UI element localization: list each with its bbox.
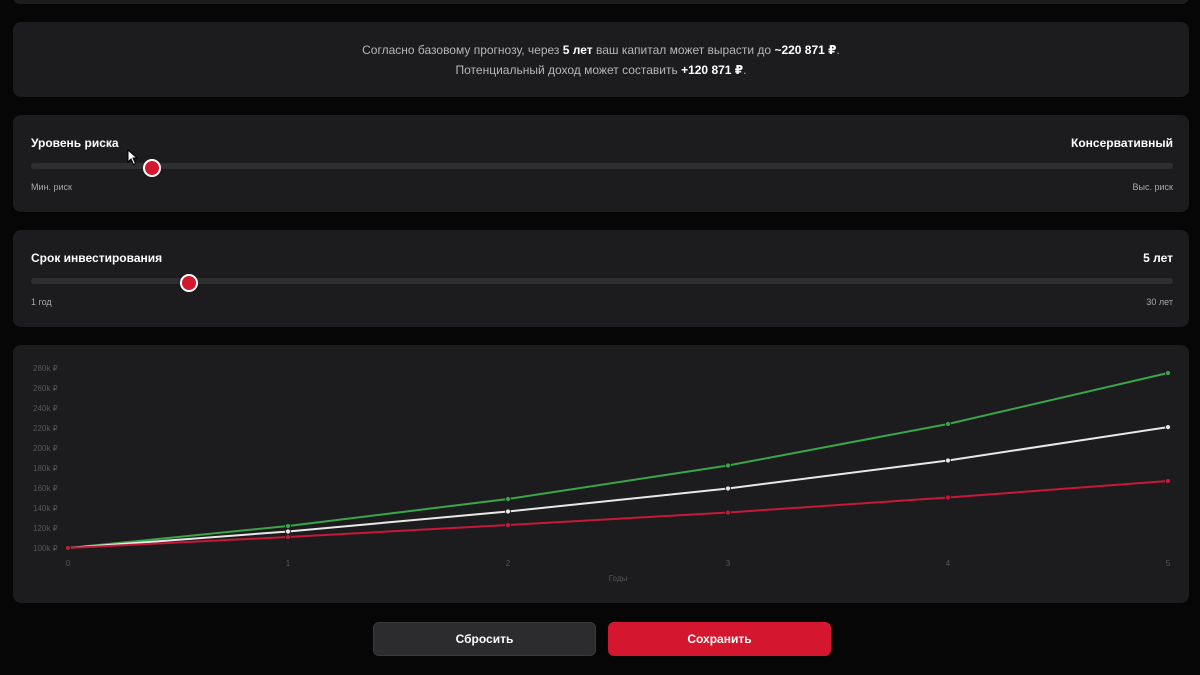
y-tick-label: 280k ₽ bbox=[33, 364, 58, 373]
reset-button[interactable]: Сбросить bbox=[373, 622, 596, 656]
y-tick-label: 100k ₽ bbox=[33, 544, 58, 553]
x-tick-label: 3 bbox=[726, 559, 731, 568]
term-min-label: 1 год bbox=[31, 297, 52, 307]
data-point-optimistic bbox=[725, 462, 731, 469]
data-point-base bbox=[1165, 424, 1171, 431]
summary-text: Потенциальный доход может составить bbox=[455, 63, 682, 77]
data-point-base bbox=[505, 508, 511, 515]
y-tick-label: 220k ₽ bbox=[33, 424, 58, 433]
series-line-optimistic bbox=[67, 372, 1169, 549]
data-point-pessimistic bbox=[1165, 478, 1171, 484]
previous-card-edge bbox=[13, 0, 1189, 4]
investment-term-value: 5 лет bbox=[1143, 251, 1173, 265]
risk-slider-track[interactable] bbox=[31, 163, 1173, 169]
summary-text: . bbox=[836, 43, 840, 57]
y-tick-label: 160k ₽ bbox=[33, 484, 58, 493]
summary-text: . bbox=[743, 63, 747, 77]
series-line-base bbox=[67, 426, 1169, 549]
data-point-pessimistic bbox=[945, 494, 951, 501]
summary-text: Согласно базовому прогнозу, через bbox=[362, 43, 563, 57]
y-tick-label: 260k ₽ bbox=[33, 384, 58, 393]
y-tick-label: 200k ₽ bbox=[33, 444, 58, 453]
growth-chart-card: 100k ₽ 120k ₽ 140k ₽ 160k ₽ 180k ₽ 200k ₽ 220k… bbox=[13, 345, 1189, 603]
summary-years: 5 лет bbox=[562, 43, 593, 57]
x-tick-label: 2 bbox=[506, 559, 511, 568]
mouse-cursor-icon bbox=[127, 149, 139, 166]
risk-level-value: Консервативный bbox=[1071, 136, 1173, 150]
y-tick-label: 120k ₽ bbox=[33, 524, 58, 533]
term-slider-thumb[interactable] bbox=[179, 274, 198, 292]
data-point-pessimistic bbox=[65, 545, 71, 551]
risk-slider-thumb[interactable] bbox=[143, 159, 162, 177]
series-line-pessimistic bbox=[67, 480, 1169, 549]
term-slider-track[interactable] bbox=[31, 278, 1173, 284]
y-tick-label: 180k ₽ bbox=[33, 464, 58, 473]
summary-projected-capital: ~220 871 ₽ bbox=[774, 43, 837, 57]
forecast-summary-line-1: Согласно базовому прогнозу, через 5 лет … bbox=[13, 43, 1189, 57]
data-point-base bbox=[945, 457, 951, 464]
data-point-optimistic bbox=[945, 421, 951, 427]
y-tick-label: 140k ₽ bbox=[33, 504, 58, 513]
summary-potential-income: +120 871 ₽ bbox=[681, 63, 744, 77]
data-point-pessimistic bbox=[505, 522, 511, 528]
term-max-label: 30 лет bbox=[1146, 297, 1173, 307]
x-tick-label: 1 bbox=[286, 559, 291, 568]
summary-text: ваш капитал может вырасти до bbox=[592, 43, 775, 57]
risk-min-label: Мин. риск bbox=[31, 182, 72, 192]
risk-level-label: Уровень риска bbox=[31, 136, 119, 150]
investment-term-label: Срок инвестирования bbox=[31, 251, 163, 265]
investment-term-card: Срок инвестирования 5 лет 1 год 30 лет bbox=[13, 230, 1189, 327]
data-point-base bbox=[725, 485, 731, 492]
data-point-pessimistic bbox=[725, 509, 731, 516]
forecast-summary-card: Согласно базовому прогнозу, через 5 лет … bbox=[13, 22, 1189, 97]
forecast-summary-line-2: Потенциальный доход может составить +120… bbox=[13, 63, 1189, 77]
x-tick-label: 0 bbox=[66, 559, 71, 568]
data-point-base bbox=[285, 528, 291, 535]
y-tick-label: 240k ₽ bbox=[33, 404, 58, 413]
data-point-pessimistic bbox=[285, 534, 291, 540]
risk-max-label: Выс. риск bbox=[1132, 182, 1173, 192]
growth-chart: 100k ₽ 120k ₽ 140k ₽ 160k ₽ 180k ₽ 200k ₽ 220k… bbox=[33, 364, 1171, 583]
data-point-optimistic bbox=[285, 523, 291, 529]
data-point-optimistic bbox=[505, 496, 511, 502]
x-tick-label: 4 bbox=[946, 559, 951, 568]
save-button[interactable]: Сохранить bbox=[608, 622, 831, 656]
x-axis-label: Годы bbox=[609, 574, 628, 583]
risk-level-card: Уровень риска Консервативный Мин. риск В… bbox=[13, 115, 1189, 212]
data-point-optimistic bbox=[1165, 370, 1171, 376]
x-tick-label: 5 bbox=[1166, 559, 1171, 568]
